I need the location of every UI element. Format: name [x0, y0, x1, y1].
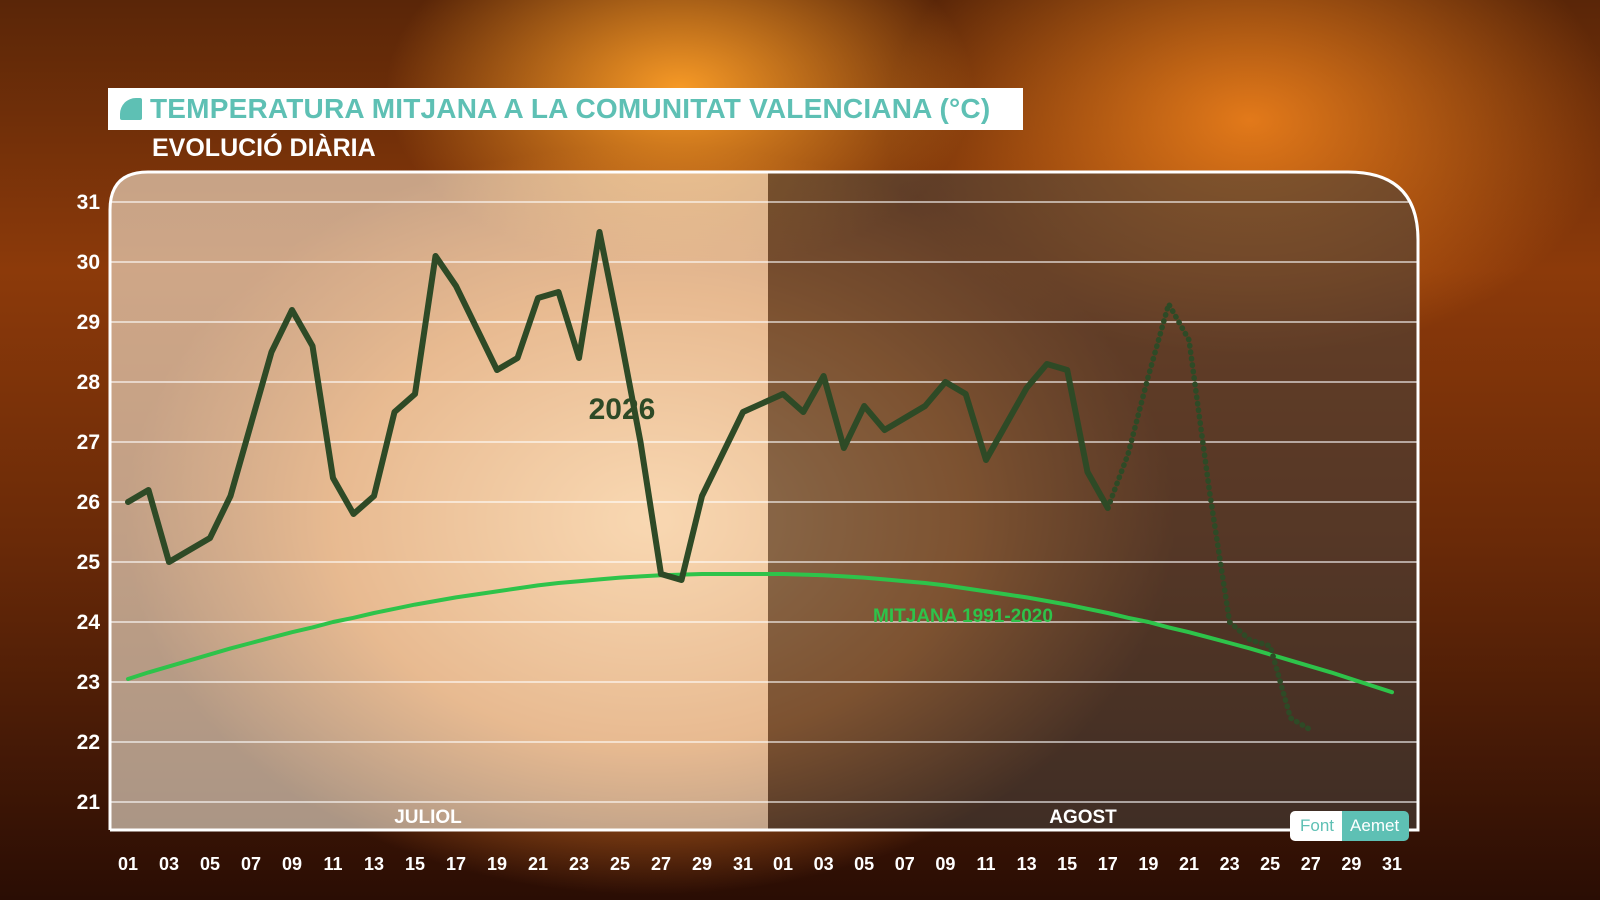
source-badge: Font Aemet [1290, 811, 1410, 841]
x-tick-label: 29 [1341, 854, 1361, 874]
x-tick-label: 13 [1017, 854, 1037, 874]
source-label: Font [1290, 811, 1343, 841]
y-tick-label: 30 [77, 251, 100, 274]
average-series-line [126, 572, 1394, 695]
month-label: AGOST [1049, 807, 1117, 828]
x-tick-label: 21 [528, 854, 548, 874]
x-tick-label: 03 [814, 854, 834, 874]
x-tick-label: 13 [364, 854, 384, 874]
x-tick-label: 07 [895, 854, 915, 874]
source-name: Aemet [1342, 811, 1410, 841]
x-tick-label: 15 [1057, 854, 1077, 874]
x-tick-label: 15 [405, 854, 425, 874]
y-tick-label: 22 [77, 731, 100, 754]
x-tick-label: 05 [200, 854, 220, 874]
x-tick-label: 17 [446, 854, 466, 874]
x-tick-label: 17 [1098, 854, 1118, 874]
chart-subtitle: EVOLUCIÓ DIÀRIA [152, 134, 376, 162]
x-tick-label: 23 [1220, 854, 1240, 874]
x-tick-label: 21 [1179, 854, 1199, 874]
chart-title-box: TEMPERATURA MITJANA A LA COMUNITAT VALEN… [108, 88, 1023, 130]
x-tick-label: 31 [733, 854, 753, 874]
series-label-average: MITJANA 1991-2020 [873, 606, 1053, 627]
august-panel [768, 172, 1418, 830]
y-tick-label: 21 [77, 791, 101, 814]
y-tick-label: 25 [77, 551, 101, 574]
x-tick-label: 23 [569, 854, 589, 874]
x-tick-label: 11 [323, 854, 342, 874]
x-tick-label: 27 [651, 854, 671, 874]
x-tick-label: 01 [118, 854, 138, 874]
x-tick-label: 27 [1301, 854, 1321, 874]
x-tick-label: 01 [773, 854, 793, 874]
x-tick-label: 19 [487, 854, 507, 874]
y-tick-label: 29 [77, 311, 100, 334]
y-tick-label: 31 [77, 191, 101, 214]
series-label-2026: 2026 [589, 393, 656, 426]
y-tick-label: 23 [77, 671, 100, 694]
month-label: JULIOL [394, 807, 462, 828]
x-tick-label: 05 [854, 854, 874, 874]
x-tick-label: 29 [692, 854, 712, 874]
y-tick-label: 27 [77, 431, 100, 454]
x-tick-label: 09 [935, 854, 955, 874]
x-tick-label: 11 [976, 854, 995, 874]
series-2026-forecast-line [1105, 296, 1314, 733]
series-2026-observed-line [125, 229, 1111, 583]
leaf-icon [120, 98, 142, 120]
y-tick-label: 28 [77, 371, 101, 394]
x-tick-label: 25 [1260, 854, 1280, 874]
july-panel [110, 172, 768, 830]
x-tick-label: 19 [1138, 854, 1158, 874]
plot-frame [108, 170, 1420, 832]
x-tick-label: 03 [159, 854, 179, 874]
x-tick-label: 07 [241, 854, 261, 874]
y-tick-label: 26 [77, 491, 100, 514]
x-tick-label: 25 [610, 854, 630, 874]
chart-title: TEMPERATURA MITJANA A LA COMUNITAT VALEN… [150, 93, 991, 124]
y-tick-label: 24 [77, 611, 101, 634]
x-tick-label: 31 [1382, 854, 1402, 874]
x-tick-label: 09 [282, 854, 302, 874]
